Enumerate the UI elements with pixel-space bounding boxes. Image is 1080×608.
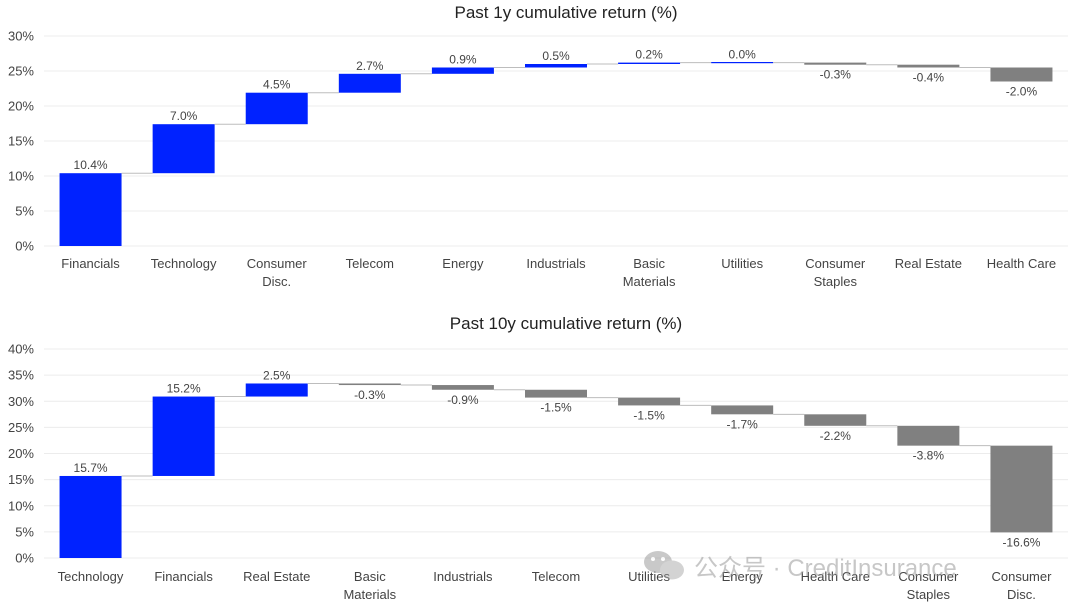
wechat-icon (644, 551, 684, 580)
chart-1-y-tick-label: 25% (8, 64, 34, 79)
chart-2-bar (431, 385, 494, 390)
chart-2-data-label: -3.8% (913, 449, 945, 463)
chart-1-data-label: 0.0% (729, 48, 757, 62)
chart-2-category-label: Consumer Staples (898, 569, 959, 602)
chart-1-category-label: Consumer Staples (805, 256, 866, 289)
chart-1-y-tick-label: 5% (15, 204, 34, 219)
chart-2-data-label: -0.3% (354, 388, 386, 402)
chart-2-y-tick-label: 40% (8, 342, 34, 357)
chart-1-y-tick-label: 0% (15, 239, 34, 254)
chart-2-category-label: Industrials (433, 569, 493, 584)
chart-1-bar (990, 67, 1053, 82)
chart-1-y-tick-label: 30% (8, 29, 34, 44)
chart-1-data-label: 0.5% (542, 49, 570, 63)
chart-2-data-label: -1.7% (727, 417, 759, 431)
chart-1-category-label: Technology (151, 256, 217, 271)
chart-1-category-label: Basic Materials (623, 256, 676, 289)
chart-2-category-label: Energy (722, 569, 764, 584)
chart-2-data-label: -1.5% (540, 401, 572, 415)
chart-2-y-tick-label: 0% (15, 551, 34, 566)
chart-2-data-label: -1.5% (633, 408, 665, 422)
chart-2-bar (804, 414, 867, 426)
chart-1-bar (711, 62, 774, 64)
chart-1-data-label: -0.4% (913, 71, 945, 85)
chart-2-y-tick-label: 10% (8, 498, 34, 513)
chart-2-data-label: 2.5% (263, 368, 291, 382)
chart-2-bar (338, 383, 401, 386)
chart-2-data-label: -0.9% (447, 393, 479, 407)
chart-1-title: Past 1y cumulative return (%) (455, 3, 678, 22)
chart-2-y-tick-label: 25% (8, 420, 34, 435)
chart-1-bar (245, 92, 308, 125)
chart-1-category-label: Utilities (721, 256, 763, 271)
chart-2-title: Past 10y cumulative return (%) (450, 314, 682, 333)
chart-2-category-label: Basic Materials (343, 569, 396, 602)
chart-2-data-label: 15.2% (167, 382, 201, 396)
chart-2-category-label: Consumer Disc. (991, 569, 1052, 602)
chart-1-bar (897, 64, 960, 68)
chart-1-category-label: Industrials (526, 256, 586, 271)
chart-1-category-label: Energy (442, 256, 484, 271)
chart-1-data-label: 4.5% (263, 78, 291, 92)
chart-2-bar (618, 397, 681, 406)
chart-2-bar (152, 396, 215, 476)
chart-2-data-label: 15.7% (74, 461, 108, 475)
chart-1-bar (152, 124, 215, 174)
chart-1-category-label: Real Estate (895, 256, 962, 271)
chart-1-bar (618, 62, 681, 64)
chart-1-data-label: 2.7% (356, 59, 384, 73)
chart-2-category-label: Utilities (628, 569, 670, 584)
chart-2-y-tick-label: 5% (15, 524, 34, 539)
chart-2-category-label: Technology (58, 569, 124, 584)
chart-1-category-label: Consumer Disc. (247, 256, 308, 289)
chart-2-bar (990, 445, 1053, 533)
chart-1-bar (525, 64, 587, 68)
chart-1-category-label: Financials (61, 256, 120, 271)
chart-2-y-tick-label: 20% (8, 446, 34, 461)
chart-2-data-label: -2.2% (820, 429, 852, 443)
chart-2-category-label: Health Care (801, 569, 870, 584)
chart-1-bar (804, 62, 867, 65)
chart-2-category-label: Real Estate (243, 569, 310, 584)
chart-1-data-label: -0.3% (820, 68, 852, 82)
chart-2-y-tick-label: 15% (8, 472, 34, 487)
chart-1-data-label: 0.2% (635, 48, 663, 62)
chart-1-data-label: 7.0% (170, 109, 198, 123)
chart-1-data-label: 0.9% (449, 53, 477, 67)
chart-2-y-tick-label: 35% (8, 368, 34, 383)
chart-2-data-label: -16.6% (1002, 535, 1040, 549)
chart-1-y-tick-label: 20% (8, 99, 34, 114)
chart-1-bar (59, 173, 122, 246)
chart-2-bar (59, 475, 122, 558)
chart-2-bar (897, 425, 960, 446)
chart-1-data-label: -2.0% (1006, 85, 1038, 99)
chart-2-category-label: Telecom (532, 569, 580, 584)
chart-2-category-label: Financials (154, 569, 213, 584)
chart-2-bar (711, 405, 774, 415)
chart-2-bar (525, 389, 587, 398)
chart-1-category-label: Health Care (987, 256, 1056, 271)
chart-1-data-label: 10.4% (74, 158, 108, 172)
watermark-text: 公众号 · CreditInsurance (694, 555, 957, 582)
chart-1-y-tick-label: 10% (8, 169, 34, 184)
chart-1-category-label: Telecom (346, 256, 394, 271)
chart-2-y-tick-label: 30% (8, 394, 34, 409)
chart-1-bar (338, 73, 401, 93)
chart-1-bar (431, 67, 494, 74)
chart-2-bar (245, 383, 308, 397)
chart-1-y-tick-label: 15% (8, 134, 34, 149)
